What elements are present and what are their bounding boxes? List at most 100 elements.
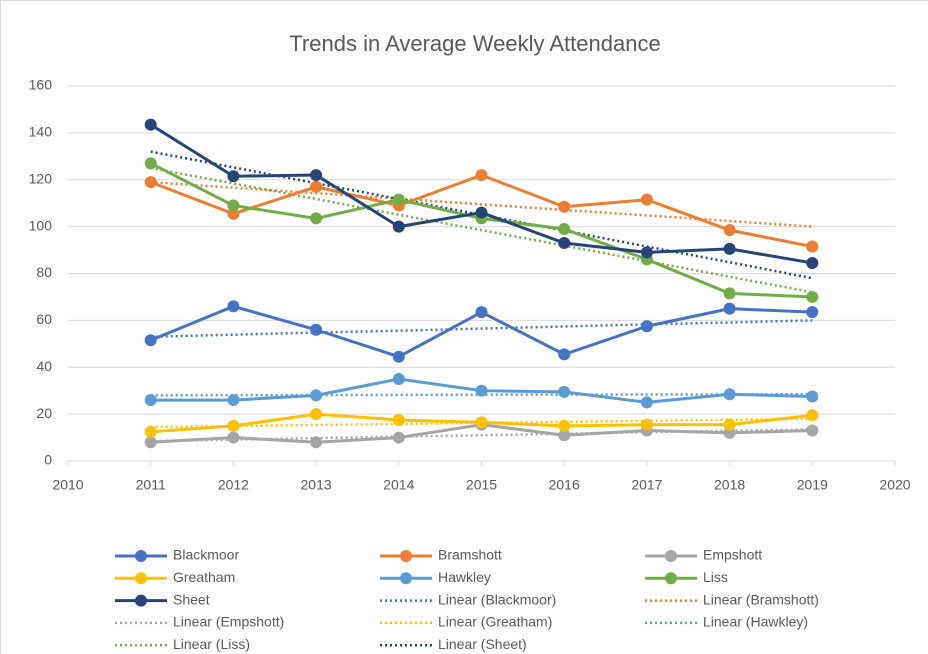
x-tick-label: 2014 xyxy=(383,477,414,493)
legend-label: Linear (Blackmoor) xyxy=(438,591,556,607)
x-tick-label: 2011 xyxy=(136,477,166,493)
legend-marker xyxy=(135,572,147,585)
point xyxy=(392,193,405,206)
point xyxy=(227,207,240,220)
legend-marker xyxy=(665,572,677,585)
point xyxy=(392,220,405,233)
x-tick-label: 2010 xyxy=(52,477,83,493)
legend-label: Linear (Bramshott) xyxy=(703,591,819,607)
point xyxy=(144,157,157,170)
legend-label: Greatham xyxy=(173,569,235,585)
point xyxy=(806,290,819,303)
x-tick-label: 2012 xyxy=(218,477,249,493)
point xyxy=(144,118,157,131)
point xyxy=(723,242,736,255)
legend-label: Linear (Greatham) xyxy=(438,614,552,630)
x-tick-label: 2016 xyxy=(549,477,580,493)
point xyxy=(806,390,819,403)
point xyxy=(310,408,323,421)
y-tick-label: 140 xyxy=(29,124,53,140)
x-tick-label: 2018 xyxy=(714,477,745,493)
point xyxy=(310,180,323,193)
point xyxy=(558,200,571,213)
point xyxy=(227,300,240,313)
y-tick-label: 80 xyxy=(36,264,52,280)
point xyxy=(640,193,653,206)
legend-label: Linear (Liss) xyxy=(173,636,250,652)
legend-label: Bramshott xyxy=(438,547,502,563)
point xyxy=(227,419,240,432)
point xyxy=(723,388,736,401)
point xyxy=(475,306,488,319)
point xyxy=(392,431,405,444)
point xyxy=(310,389,323,402)
y-tick-label: 160 xyxy=(29,77,53,93)
point xyxy=(475,416,488,429)
legend-label: Linear (Hawkley) xyxy=(703,614,808,630)
point xyxy=(806,256,819,269)
trend-line xyxy=(150,180,813,228)
legend-label: Hawkley xyxy=(438,569,491,585)
point xyxy=(227,394,240,407)
legend-marker xyxy=(135,550,147,562)
x-tick-label: 2017 xyxy=(631,477,662,493)
point xyxy=(144,394,157,407)
point xyxy=(392,350,405,363)
point xyxy=(310,212,323,225)
point xyxy=(806,240,819,253)
legend-label: Linear (Empshott) xyxy=(173,614,284,630)
point xyxy=(558,222,571,235)
point xyxy=(475,169,488,182)
x-tick-label: 2019 xyxy=(797,477,828,493)
point xyxy=(723,418,736,431)
y-tick-label: 100 xyxy=(29,217,53,233)
point xyxy=(227,431,240,444)
chart-title: Trends in Average Weekly Attendance xyxy=(289,31,660,56)
point xyxy=(640,246,653,259)
point xyxy=(310,323,323,336)
point xyxy=(640,320,653,333)
point xyxy=(806,424,819,437)
legend-label: Liss xyxy=(703,569,728,585)
y-tick-label: 60 xyxy=(36,311,52,327)
point xyxy=(558,348,571,361)
legend-label: Sheet xyxy=(173,591,210,607)
trend-line xyxy=(150,319,813,339)
point xyxy=(392,372,405,385)
point xyxy=(558,385,571,398)
point xyxy=(723,302,736,315)
point xyxy=(144,425,157,438)
legend-label: Blackmoor xyxy=(173,547,239,563)
point xyxy=(144,176,157,189)
y-tick-label: 20 xyxy=(36,405,52,421)
y-tick-label: 40 xyxy=(36,358,52,374)
legend-marker xyxy=(400,550,412,562)
point xyxy=(227,170,240,183)
point xyxy=(558,419,571,432)
legend-label: Linear (Sheet) xyxy=(438,636,527,652)
point xyxy=(227,199,240,212)
point xyxy=(806,409,819,422)
x-tick-label: 2013 xyxy=(301,477,332,493)
point xyxy=(144,436,157,449)
point xyxy=(392,413,405,426)
trend-line xyxy=(150,166,813,294)
y-tick-label: 120 xyxy=(29,170,53,186)
x-tick-label: 2020 xyxy=(879,477,910,493)
y-tick-label: 0 xyxy=(44,452,52,468)
legend-marker xyxy=(665,550,677,562)
point xyxy=(558,429,571,442)
point xyxy=(310,436,323,449)
legend-marker xyxy=(400,572,412,585)
point xyxy=(723,287,736,300)
point xyxy=(723,426,736,439)
point xyxy=(723,224,736,237)
point xyxy=(806,306,819,319)
x-tick-label: 2015 xyxy=(466,477,497,493)
point xyxy=(640,396,653,409)
point xyxy=(475,384,488,397)
point xyxy=(144,334,157,347)
legend-marker xyxy=(135,594,147,607)
